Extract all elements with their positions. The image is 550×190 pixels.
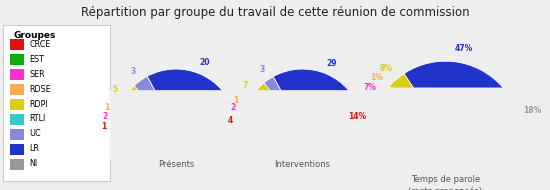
Text: 5: 5 xyxy=(113,85,118,94)
Text: 1: 1 xyxy=(101,122,106,131)
Text: UC: UC xyxy=(30,129,41,139)
Bar xyxy=(10,99,24,110)
Text: Temps de parole
(mots prononcés): Temps de parole (mots prononcés) xyxy=(409,175,482,190)
Text: LR: LR xyxy=(30,144,40,153)
Text: 1: 1 xyxy=(104,103,109,112)
Text: 47%: 47% xyxy=(454,44,472,53)
Text: 7%: 7% xyxy=(363,83,376,92)
FancyBboxPatch shape xyxy=(70,90,282,190)
Text: RDPI: RDPI xyxy=(30,100,48,108)
Text: Interventions: Interventions xyxy=(274,160,331,169)
Text: NI: NI xyxy=(30,159,38,168)
Wedge shape xyxy=(242,115,302,130)
Wedge shape xyxy=(246,104,302,130)
Text: 20: 20 xyxy=(199,59,210,67)
Text: 2: 2 xyxy=(102,112,107,121)
Wedge shape xyxy=(244,107,302,130)
Text: 2: 2 xyxy=(231,103,236,112)
Text: 18%: 18% xyxy=(523,106,541,115)
Wedge shape xyxy=(302,115,363,130)
Text: 3: 3 xyxy=(245,116,251,124)
Wedge shape xyxy=(264,77,303,130)
Text: RDSE: RDSE xyxy=(30,85,51,93)
Wedge shape xyxy=(119,86,176,130)
Bar xyxy=(10,69,24,80)
FancyBboxPatch shape xyxy=(197,90,408,190)
FancyBboxPatch shape xyxy=(314,88,550,190)
Wedge shape xyxy=(370,103,446,137)
Text: 4: 4 xyxy=(372,116,377,125)
Text: 4: 4 xyxy=(228,116,233,125)
Text: 1%: 1% xyxy=(371,73,383,82)
Text: 1: 1 xyxy=(233,96,239,105)
Text: 3: 3 xyxy=(131,66,136,75)
Bar xyxy=(10,158,24,170)
Text: 3: 3 xyxy=(259,65,265,74)
Wedge shape xyxy=(387,87,446,137)
Bar xyxy=(10,54,24,65)
Bar xyxy=(10,129,24,140)
Wedge shape xyxy=(446,94,521,137)
Wedge shape xyxy=(248,83,302,130)
Bar xyxy=(10,39,24,50)
Bar xyxy=(10,114,24,125)
Text: 8%: 8% xyxy=(380,64,393,73)
Wedge shape xyxy=(118,108,176,130)
Wedge shape xyxy=(273,69,361,130)
Text: EST: EST xyxy=(30,55,45,64)
Wedge shape xyxy=(116,124,176,130)
Text: SER: SER xyxy=(30,70,45,79)
Wedge shape xyxy=(409,101,482,137)
Wedge shape xyxy=(134,76,176,130)
Wedge shape xyxy=(378,89,446,137)
Wedge shape xyxy=(404,61,508,137)
Text: 7: 7 xyxy=(243,81,248,90)
Text: 14%: 14% xyxy=(348,112,366,121)
Wedge shape xyxy=(147,101,205,130)
Bar xyxy=(10,144,24,155)
Wedge shape xyxy=(176,114,236,130)
Text: Présents: Présents xyxy=(158,160,194,169)
Text: 29: 29 xyxy=(326,59,337,68)
Text: Groupes: Groupes xyxy=(13,31,56,40)
Text: CRCE: CRCE xyxy=(30,40,51,49)
Bar xyxy=(10,84,24,95)
Wedge shape xyxy=(116,114,176,130)
Text: Répartition par groupe du travail de cette réunion de commission: Répartition par groupe du travail de cet… xyxy=(81,6,469,19)
Text: RTLI: RTLI xyxy=(30,114,46,124)
Wedge shape xyxy=(273,101,332,130)
Wedge shape xyxy=(389,74,446,137)
Wedge shape xyxy=(147,69,234,130)
